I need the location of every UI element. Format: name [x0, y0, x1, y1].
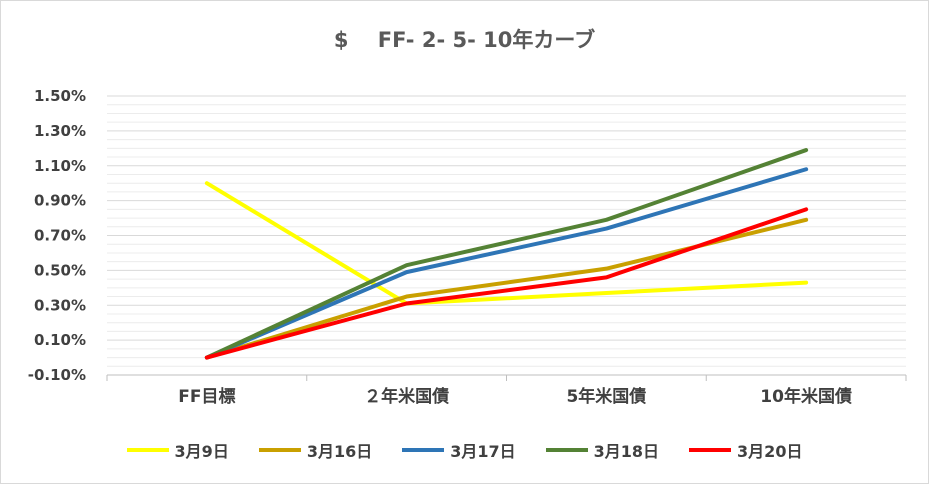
y-tick-label: 1.50%	[34, 87, 86, 105]
y-axis-ticks: 1.50% 1.30% 1.10% 0.90% 0.70% 0.50% 0.30% 0.10%…	[28, 87, 86, 384]
legend-item: 3月20日	[689, 438, 802, 462]
legend-swatch	[545, 448, 588, 452]
x-tick-label: FF目標	[178, 386, 235, 407]
legend-item: 3月17日	[402, 438, 516, 462]
series-lines	[204, 148, 809, 360]
legend-label: 3月9日	[174, 442, 229, 461]
x-tick-label: 5年米国債	[566, 386, 646, 407]
legend-item: 3月18日	[545, 438, 660, 462]
legend-item: 3月9日	[126, 438, 229, 462]
series-line	[204, 167, 809, 360]
legend-swatch	[689, 448, 732, 452]
legend-label: 3月16日	[306, 442, 373, 461]
legend-swatch	[402, 448, 445, 452]
series-line	[204, 181, 809, 306]
y-tick-label: 1.30%	[34, 122, 86, 140]
chart-title: $ FF- 2- 5- 10年カーブ	[333, 28, 596, 52]
legend-item: 3月16日	[258, 438, 373, 462]
y-tick-label: 0.50%	[34, 261, 86, 279]
series-line	[204, 207, 809, 360]
legend: 3月9日 3月16日 3月17日 3月18日 3月20日	[0, 436, 929, 464]
y-tick-label: 0.90%	[34, 192, 86, 210]
x-axis-ticks: FF目標 ２年米国債 5年米国債 10年米国債	[178, 386, 852, 407]
x-tick-label: ２年米国債	[364, 386, 449, 407]
y-tick-label: 1.10%	[34, 157, 86, 175]
y-tick-label: -0.10%	[28, 366, 86, 384]
y-tick-label: 0.30%	[34, 296, 86, 314]
x-tick-label: 10年米国債	[760, 386, 852, 407]
series-line	[204, 148, 809, 360]
y-tick-label: 0.10%	[34, 331, 86, 349]
legend-label: 3月20日	[737, 442, 803, 461]
gridlines	[107, 95, 906, 376]
legend-swatch	[126, 448, 169, 452]
legend-swatch	[258, 448, 301, 452]
y-tick-label: 0.70%	[34, 227, 86, 245]
legend-label: 3月18日	[593, 442, 660, 461]
x-axis	[106, 374, 907, 381]
legend-label: 3月17日	[450, 442, 516, 461]
